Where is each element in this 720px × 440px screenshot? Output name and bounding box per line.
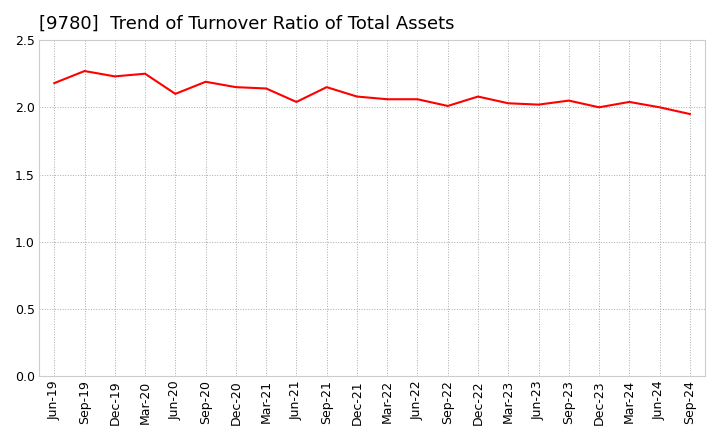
Text: [9780]  Trend of Turnover Ratio of Total Assets: [9780] Trend of Turnover Ratio of Total …	[39, 15, 454, 33]
